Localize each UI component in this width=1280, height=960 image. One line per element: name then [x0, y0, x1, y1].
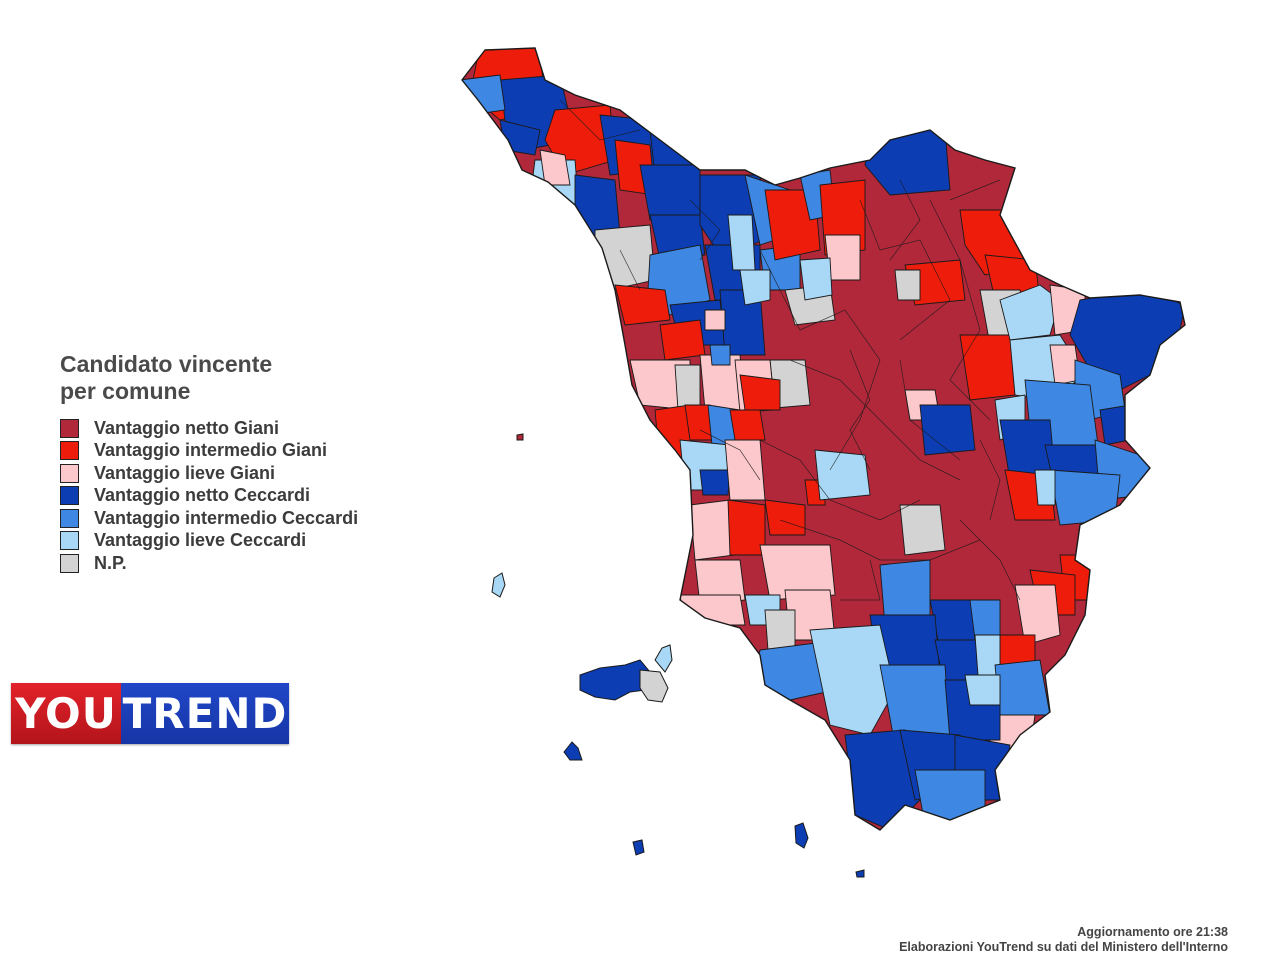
legend-swatch — [60, 418, 79, 438]
legend-item-netto-ceccardi: Vantaggio netto Ceccardi — [60, 485, 358, 508]
tuscany-outline — [461, 47, 1186, 831]
legend-item-netto-giani: Vantaggio netto Giani — [60, 417, 358, 440]
youtrend-logo: YOU TREND — [11, 683, 289, 744]
elba-north — [654, 644, 673, 673]
legend-swatch — [60, 553, 79, 573]
data-source: Elaborazioni YouTrend su dati del Minist… — [899, 940, 1228, 954]
legend-title: Candidato vincente per comune — [60, 351, 272, 405]
elba-east — [639, 669, 669, 703]
pianosa-island — [563, 741, 583, 761]
footer-credits: Aggiornamento ore 21:38 Elaborazioni You… — [899, 925, 1228, 955]
legend-swatch — [60, 531, 79, 551]
legend-item-lieve-giani: Vantaggio lieve Giani — [60, 462, 358, 485]
legend-label: Vantaggio netto Giani — [94, 417, 280, 438]
legend-item-np: N.P. — [60, 552, 358, 575]
capraia-island — [491, 572, 506, 598]
giannutri-island — [855, 869, 865, 878]
legend-label: N.P. — [94, 552, 127, 573]
legend: Vantaggio netto Giani Vantaggio intermed… — [60, 417, 358, 575]
legend-swatch — [60, 486, 79, 506]
legend-label: Vantaggio lieve Ceccardi — [94, 530, 307, 551]
giglio-island — [794, 822, 809, 849]
legend-swatch — [60, 508, 79, 528]
legend-label: Vantaggio intermedio Giani — [94, 440, 328, 461]
legend-swatch — [60, 463, 79, 483]
legend-title-line2: per comune — [60, 378, 191, 404]
legend-item-intermedio-ceccardi: Vantaggio intermedio Ceccardi — [60, 507, 358, 530]
legend-item-intermedio-giani: Vantaggio intermedio Giani — [60, 440, 358, 463]
legend-swatch — [60, 441, 79, 461]
legend-title-line1: Candidato vincente — [60, 351, 273, 377]
tuscany-mainland — [462, 48, 1185, 830]
legend-label: Vantaggio lieve Giani — [94, 462, 276, 483]
legend-item-lieve-ceccardi: Vantaggio lieve Ceccardi — [60, 530, 358, 553]
islands — [491, 433, 865, 878]
logo-trend-block: TREND — [121, 683, 289, 744]
legend-label: Vantaggio intermedio Ceccardi — [94, 507, 359, 528]
legend-label: Vantaggio netto Ceccardi — [94, 485, 311, 506]
gorgona-island — [516, 433, 524, 441]
logo-you-block: YOU — [11, 683, 121, 744]
update-time: Aggiornamento ore 21:38 — [1077, 925, 1228, 939]
montecristo-island — [632, 839, 645, 856]
